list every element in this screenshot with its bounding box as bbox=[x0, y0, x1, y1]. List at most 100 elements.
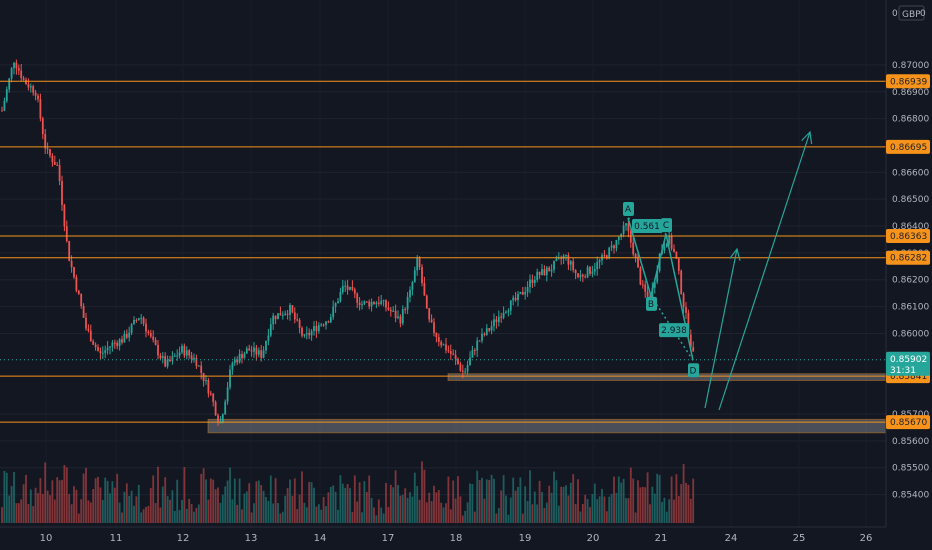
candle-body bbox=[73, 267, 75, 278]
y-tick-label: 0.86800 bbox=[892, 115, 929, 125]
candle-body bbox=[209, 393, 212, 395]
candle-body bbox=[356, 293, 359, 303]
demand-zones bbox=[207, 373, 887, 434]
volume-bar bbox=[692, 478, 695, 523]
pattern-ratio-tag bbox=[632, 219, 662, 234]
candle-body bbox=[260, 350, 263, 358]
x-tick-label: 14 bbox=[314, 533, 327, 544]
volume-bar bbox=[524, 486, 527, 523]
y-tick-label: 0.86000 bbox=[892, 329, 929, 339]
candle-body bbox=[171, 356, 174, 362]
pattern-ratio-label: 0.561 bbox=[634, 222, 660, 232]
x-tick-label: 25 bbox=[793, 533, 806, 544]
volume-bar bbox=[658, 475, 661, 523]
candle-body bbox=[152, 336, 155, 340]
volume-bar bbox=[673, 499, 675, 523]
volume-bar bbox=[665, 511, 668, 523]
volume-bar bbox=[651, 486, 654, 523]
volume-bar bbox=[53, 499, 56, 523]
volume-bar bbox=[478, 480, 481, 523]
volume-bar bbox=[433, 485, 435, 523]
candle-body bbox=[567, 255, 570, 265]
projection-line bbox=[718, 131, 811, 411]
volume-bar bbox=[104, 477, 107, 523]
volume-bar bbox=[452, 480, 455, 523]
candle-body bbox=[337, 301, 339, 304]
candle-body bbox=[80, 293, 83, 306]
candle-body bbox=[61, 181, 63, 205]
candle-body bbox=[586, 267, 589, 278]
level-tag bbox=[886, 74, 930, 89]
candle-body bbox=[579, 274, 582, 278]
candle-body bbox=[77, 290, 80, 294]
volume-bar bbox=[634, 512, 637, 523]
candle-body bbox=[521, 292, 524, 295]
candle-body bbox=[461, 370, 464, 372]
projection-arrows bbox=[704, 130, 813, 411]
pattern-point-label: D bbox=[690, 366, 697, 376]
candle-body bbox=[507, 310, 510, 312]
candle-body bbox=[473, 349, 476, 351]
volume-bar bbox=[613, 476, 615, 523]
volume-bar bbox=[483, 498, 486, 523]
volume-bar bbox=[221, 494, 224, 523]
y-tick-label: 0.86500 bbox=[892, 195, 929, 205]
volume-bar bbox=[490, 474, 493, 523]
candle-body bbox=[375, 302, 378, 305]
volume-bar bbox=[296, 509, 299, 523]
volume-bar bbox=[51, 480, 54, 523]
candle-body bbox=[653, 282, 656, 288]
volume-bar bbox=[231, 499, 234, 523]
volume-bar bbox=[502, 475, 505, 523]
candle-body bbox=[404, 309, 407, 311]
candle-body bbox=[46, 148, 49, 150]
candle-body bbox=[440, 341, 443, 346]
volume-bar bbox=[166, 496, 169, 523]
candle-body bbox=[555, 258, 558, 262]
volume-bar bbox=[209, 478, 212, 523]
candle-body bbox=[253, 347, 255, 352]
candle-body bbox=[483, 333, 486, 335]
volume-bar bbox=[334, 491, 337, 523]
candle-body bbox=[65, 226, 68, 242]
candle-body bbox=[517, 293, 519, 301]
currency-button[interactable] bbox=[898, 5, 925, 21]
volume-bar bbox=[15, 503, 18, 523]
volume-bar bbox=[365, 491, 368, 523]
candle-body bbox=[226, 387, 229, 402]
candle-body bbox=[44, 134, 47, 149]
volume-bar bbox=[548, 485, 551, 523]
volume-bar bbox=[99, 487, 102, 523]
volume-bar bbox=[13, 472, 15, 523]
volume-bar bbox=[629, 467, 632, 523]
volume-bar bbox=[3, 470, 6, 523]
candle-body bbox=[500, 316, 503, 318]
volume-bar bbox=[121, 512, 123, 523]
volume-bar bbox=[154, 503, 157, 523]
volume-bar bbox=[464, 510, 467, 523]
volume-bar bbox=[233, 478, 236, 523]
y-tick-label: 0.85600 bbox=[892, 437, 929, 447]
candle-body bbox=[243, 353, 246, 359]
candle-body bbox=[625, 223, 627, 226]
candle-body bbox=[589, 267, 591, 274]
volume-bar bbox=[505, 495, 507, 523]
pattern-point-label: B bbox=[648, 300, 654, 310]
candle-body bbox=[97, 347, 99, 351]
x-tick-label: 10 bbox=[40, 533, 53, 544]
level-tag-text: 0.86363 bbox=[890, 232, 927, 242]
volume-bar bbox=[454, 498, 457, 523]
candle-body bbox=[277, 313, 279, 320]
level-tag-text: 0.85841 bbox=[890, 372, 927, 382]
candle-body bbox=[553, 261, 555, 270]
volume-bar bbox=[243, 493, 246, 523]
pattern-point-label: C bbox=[663, 221, 669, 231]
candle-body bbox=[164, 356, 167, 367]
volume-bar bbox=[668, 499, 671, 523]
volume-bar bbox=[586, 499, 589, 523]
candle-body bbox=[68, 241, 71, 261]
candle-body bbox=[262, 350, 265, 358]
candle-body bbox=[565, 255, 567, 257]
y-tick-label: 0.86400 bbox=[892, 222, 929, 232]
